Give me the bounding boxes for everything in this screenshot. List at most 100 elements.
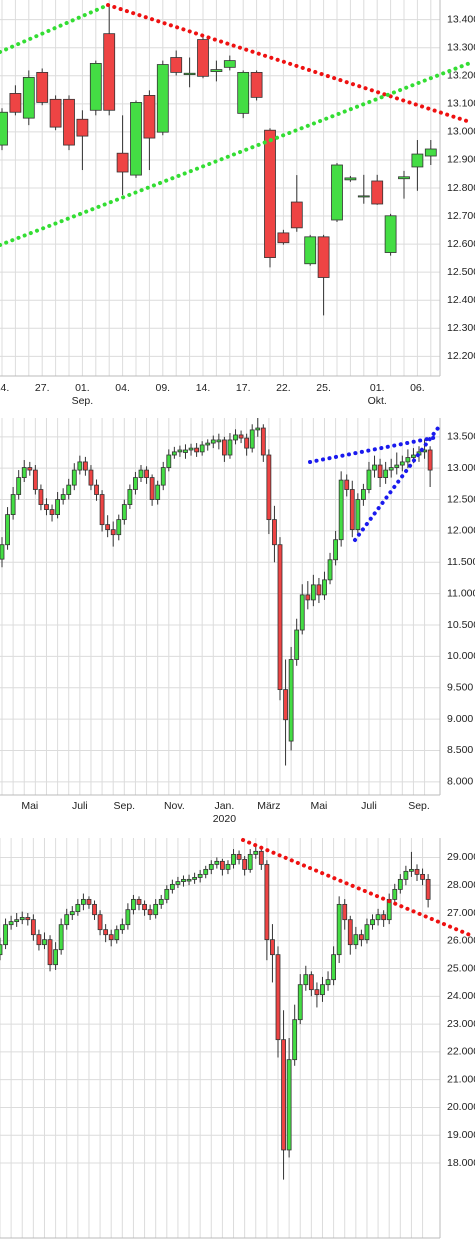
candle-body [272, 519, 277, 546]
candle-body [71, 469, 77, 486]
candle-body [370, 919, 375, 926]
x-tick-label: 27. [35, 382, 50, 394]
candle-body [53, 949, 58, 966]
candle-body [153, 903, 159, 916]
candle-body [286, 1059, 292, 1151]
candle-body [237, 71, 250, 114]
candle-body [270, 939, 275, 956]
x-tick-label: Juli [359, 1249, 375, 1250]
x-tick-label: Juli [70, 1249, 86, 1250]
candle-body [399, 461, 405, 466]
y-tick-label: 28.000 [447, 879, 475, 891]
y-tick-label: 13.200 [447, 70, 475, 82]
candle-body [331, 954, 337, 981]
x-tick-label: 06. [410, 382, 425, 394]
candle-body [233, 434, 238, 441]
candle-body [130, 102, 142, 176]
candle-body [36, 71, 49, 103]
candle-body [210, 439, 216, 444]
candle-body [97, 914, 103, 931]
x-tick-label: 01. [75, 382, 90, 394]
candle-body [347, 919, 353, 946]
candle-body [247, 853, 253, 870]
candle-body [171, 451, 177, 456]
chart: 18.000 19.000 20.000 21.000 22.000 23.000 24.0… [0, 838, 475, 1250]
x-tick-label: Mai [19, 1249, 36, 1250]
candle-body [27, 467, 33, 471]
y-tick-label: 11.500 [447, 556, 475, 568]
candle-body [316, 584, 322, 596]
candle-body [103, 33, 116, 111]
candle-body [238, 434, 244, 439]
y-tick-label: 12.500 [447, 493, 475, 505]
candle-body [121, 504, 127, 521]
trend-line [241, 838, 472, 937]
candle-body [249, 429, 255, 449]
candle-body [38, 489, 44, 505]
candle-body [299, 594, 305, 631]
candle-body [64, 914, 70, 926]
candle-body [21, 467, 27, 478]
candle-body [3, 924, 8, 946]
y-tick-label: 21.000 [447, 1073, 475, 1085]
candle-body [375, 914, 381, 921]
candle-body [103, 929, 109, 936]
candle-body [250, 71, 263, 98]
candle-body [355, 499, 361, 531]
y-tick-label: 12.800 [447, 182, 475, 194]
candle-body [114, 929, 120, 941]
trend-line [0, 61, 472, 247]
candle-body [255, 427, 261, 431]
candle-body [0, 544, 5, 560]
candle-body [149, 477, 155, 500]
y-tick-label: 10.000 [447, 650, 475, 662]
y-tick-label: 11.000 [447, 587, 475, 599]
candle-body [223, 60, 236, 68]
candle-body [297, 984, 303, 1021]
candle-body [208, 863, 214, 870]
trend-line [308, 435, 440, 464]
candle-body [36, 934, 42, 946]
candle-body [277, 232, 290, 244]
x-tick-label: 09. [155, 382, 170, 394]
candle-body [305, 594, 311, 601]
y-tick-label: 25.000 [447, 962, 475, 974]
candle-body [275, 954, 281, 1041]
candle-body [197, 39, 209, 77]
candle-body [360, 489, 366, 500]
candle-body [169, 883, 175, 890]
candle-body [105, 524, 111, 531]
candle-body [30, 919, 36, 936]
candle-body [394, 464, 400, 468]
x-tick-label: Nov. [164, 800, 185, 812]
candle-body [108, 934, 114, 941]
candle-body [414, 868, 420, 875]
candle-body [170, 57, 183, 73]
y-tick-label: 29.000 [447, 851, 475, 863]
candle-body [364, 924, 370, 941]
candle-body [314, 989, 320, 996]
candle-body [277, 544, 283, 691]
candle-body [336, 903, 342, 956]
y-tick-label: 13.400 [447, 13, 475, 25]
candle-body [260, 427, 266, 456]
chart: 8.000 8.500 9.000 9.500 10.000 10.500 11.000 11… [0, 418, 475, 825]
candle-body [344, 479, 350, 490]
y-tick-label: 12.000 [447, 525, 475, 537]
x-tick-label: März [257, 800, 280, 812]
x-tick-label: 17. [236, 382, 251, 394]
y-tick-label: 13.000 [447, 126, 475, 138]
y-tick-label: 26.000 [447, 935, 475, 947]
candle-body [142, 903, 147, 911]
candle-body [183, 449, 188, 453]
candle-body [55, 499, 60, 516]
y-tick-label: 9.500 [447, 682, 473, 694]
y-tick-label: 19.000 [447, 1129, 475, 1141]
y-tick-label: 13.000 [447, 462, 475, 474]
candle-body [322, 579, 327, 596]
x-tick-label: 24. [0, 382, 9, 394]
candle-body [14, 919, 20, 923]
candle-body [242, 858, 248, 870]
